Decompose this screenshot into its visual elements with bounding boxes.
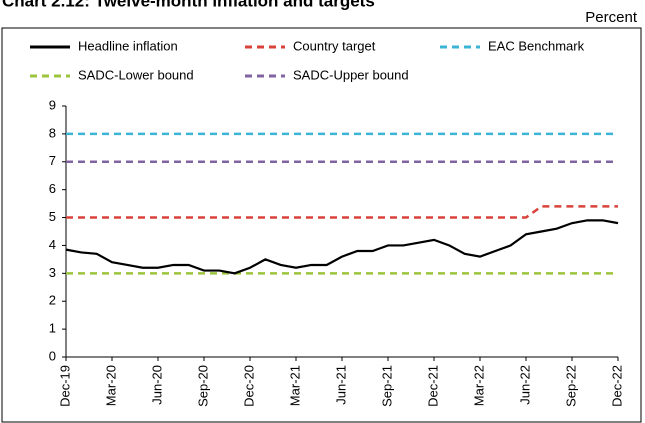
y-tick-label: 2 — [49, 293, 56, 308]
x-tick-label: Dec-22 — [609, 365, 624, 407]
y-tick-label: 5 — [49, 209, 56, 224]
series-line — [65, 219, 619, 275]
x-tick-label: Dec-20 — [241, 365, 256, 407]
chart-title: Chart 2.12: Twelve-month inflation and t… — [2, 0, 375, 10]
y-tick-label: 3 — [49, 265, 56, 280]
legend-label: SADC-Lower bound — [78, 67, 194, 82]
x-tick-label: Mar-22 — [471, 365, 486, 406]
legend-label: Country target — [293, 38, 376, 53]
y-tick-label: 0 — [49, 348, 56, 363]
x-tick-label: Jun-21 — [333, 365, 348, 405]
y-tick-label: 4 — [49, 237, 56, 252]
x-tick-label: Sep-21 — [379, 365, 394, 407]
x-tick-label: Sep-22 — [563, 365, 578, 407]
series-line — [66, 205, 618, 219]
y-tick-label: 9 — [49, 97, 56, 112]
x-tick-label: Jun-22 — [517, 365, 532, 405]
y-tick-label: 7 — [49, 153, 56, 168]
legend-label: SADC-Upper bound — [293, 67, 409, 82]
x-tick-label: Sep-20 — [195, 365, 210, 407]
x-tick-label: Dec-21 — [425, 365, 440, 407]
y-tick-label: 8 — [49, 125, 56, 140]
y-tick-label: 1 — [49, 321, 56, 336]
y-unit-label: Percent — [585, 9, 638, 26]
chart-frame — [1, 27, 642, 423]
legend-label: EAC Benchmark — [488, 38, 585, 53]
legend-label: Headline inflation — [78, 38, 178, 53]
x-tick-label: Dec-19 — [57, 365, 72, 407]
y-tick-label: 6 — [49, 181, 56, 196]
x-tick-label: Jun-20 — [149, 365, 164, 405]
x-tick-label: Mar-21 — [287, 365, 302, 406]
x-tick-label: Mar-20 — [103, 365, 118, 406]
